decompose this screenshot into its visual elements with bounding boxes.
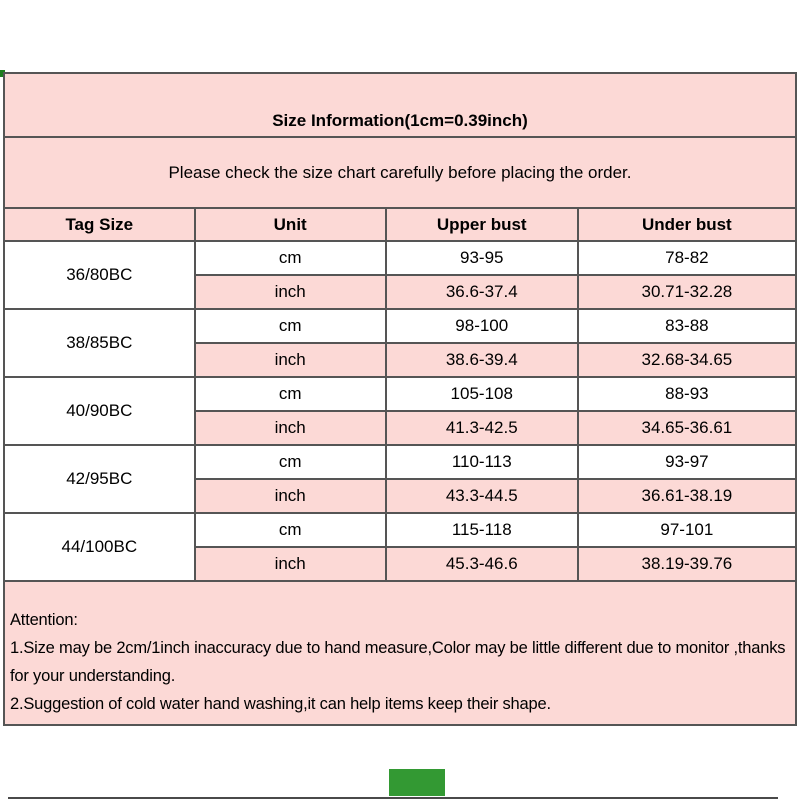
under-bust-cell: 93-97: [576, 445, 795, 479]
panel-title-row: Size Information(1cm=0.39inch): [5, 74, 795, 138]
unit-cell: cm: [193, 309, 386, 343]
tag-size-cell: 36/80BC: [5, 241, 195, 309]
tag-size-cell: 40/90BC: [5, 377, 195, 445]
attention-note-1: 1.Size may be 2cm/1inch inaccuracy due t…: [10, 639, 786, 685]
under-bust-cell: 34.65-36.61: [576, 411, 795, 445]
column-header-tag-size: Tag Size: [5, 208, 195, 241]
green-corner-mark: [0, 70, 5, 77]
upper-bust-cell: 105-108: [384, 377, 578, 411]
unit-cell: cm: [193, 377, 386, 411]
attention-section: Attention: 1.Size may be 2cm/1inch inacc…: [5, 582, 795, 724]
size-table: Tag Size Unit Upper bust Under bust 36/8…: [5, 207, 795, 582]
under-bust-cell: 88-93: [576, 377, 795, 411]
upper-bust-cell: 45.3-46.6: [384, 547, 578, 581]
table-row: inch 36.6-37.4 30.71-32.28: [5, 275, 795, 309]
under-bust-cell: 32.68-34.65: [576, 343, 795, 377]
size-table-header: Tag Size Unit Upper bust Under bust: [5, 208, 795, 241]
unit-cell: inch: [193, 343, 386, 377]
panel-subtitle-row: Please check the size chart carefully be…: [5, 138, 795, 207]
attention-heading: Attention:: [10, 611, 78, 629]
table-row: 38/85BC cm 98-100 83-88: [5, 309, 795, 377]
under-bust-cell: 38.19-39.76: [576, 547, 795, 581]
green-logo-block: [389, 769, 445, 796]
header-row: Tag Size Unit Upper bust Under bust: [5, 208, 795, 241]
table-row: 36/80BC cm 93-95 78-82: [5, 241, 795, 309]
under-bust-cell: 83-88: [576, 309, 795, 343]
table-row: inch 41.3-42.5 34.65-36.61: [5, 411, 795, 445]
column-header-under-bust: Under bust: [576, 208, 795, 241]
under-bust-cell: 30.71-32.28: [576, 275, 795, 309]
upper-bust-cell: 41.3-42.5: [384, 411, 578, 445]
unit-cell: inch: [193, 411, 386, 445]
under-bust-cell: 36.61-38.19: [576, 479, 795, 513]
table-row: 40/90BC cm 105-108 88-93: [5, 377, 795, 445]
tag-size-cell: 42/95BC: [5, 445, 195, 513]
unit-cell: inch: [193, 275, 386, 309]
tag-size-cell: 38/85BC: [5, 309, 195, 377]
column-header-upper-bust: Upper bust: [384, 208, 578, 241]
under-bust-cell: 97-101: [576, 513, 795, 547]
unit-cell: cm: [193, 241, 386, 275]
upper-bust-cell: 43.3-44.5: [384, 479, 578, 513]
upper-bust-cell: 98-100: [384, 309, 578, 343]
upper-bust-cell: 36.6-37.4: [384, 275, 578, 309]
upper-bust-cell: 110-113: [384, 445, 578, 479]
table-row: 44/100BC cm 115-118 97-101: [5, 513, 795, 581]
attention-note-2: 2.Suggestion of cold water hand washing,…: [10, 695, 551, 713]
table-row: 42/95BC cm 110-113 93-97: [5, 445, 795, 513]
page-title: Size Information(1cm=0.39inch): [272, 111, 528, 130]
tag-size-cell: 44/100BC: [5, 513, 195, 581]
unit-cell: cm: [193, 445, 386, 479]
table-row: inch 38.6-39.4 32.68-34.65: [5, 343, 795, 377]
unit-cell: inch: [193, 479, 386, 513]
upper-bust-cell: 38.6-39.4: [384, 343, 578, 377]
table-row: inch 45.3-46.6 38.19-39.76: [5, 547, 795, 581]
unit-cell: cm: [193, 513, 386, 547]
upper-bust-cell: 115-118: [384, 513, 578, 547]
upper-bust-cell: 93-95: [384, 241, 578, 275]
column-header-unit: Unit: [193, 208, 386, 241]
table-row: inch 43.3-44.5 36.61-38.19: [5, 479, 795, 513]
under-bust-cell: 78-82: [576, 241, 795, 275]
unit-cell: inch: [193, 547, 386, 581]
page-subtitle: Please check the size chart carefully be…: [168, 162, 632, 182]
bottom-divider-bar: [8, 797, 778, 799]
size-info-panel: Size Information(1cm=0.39inch) Please ch…: [3, 72, 797, 726]
